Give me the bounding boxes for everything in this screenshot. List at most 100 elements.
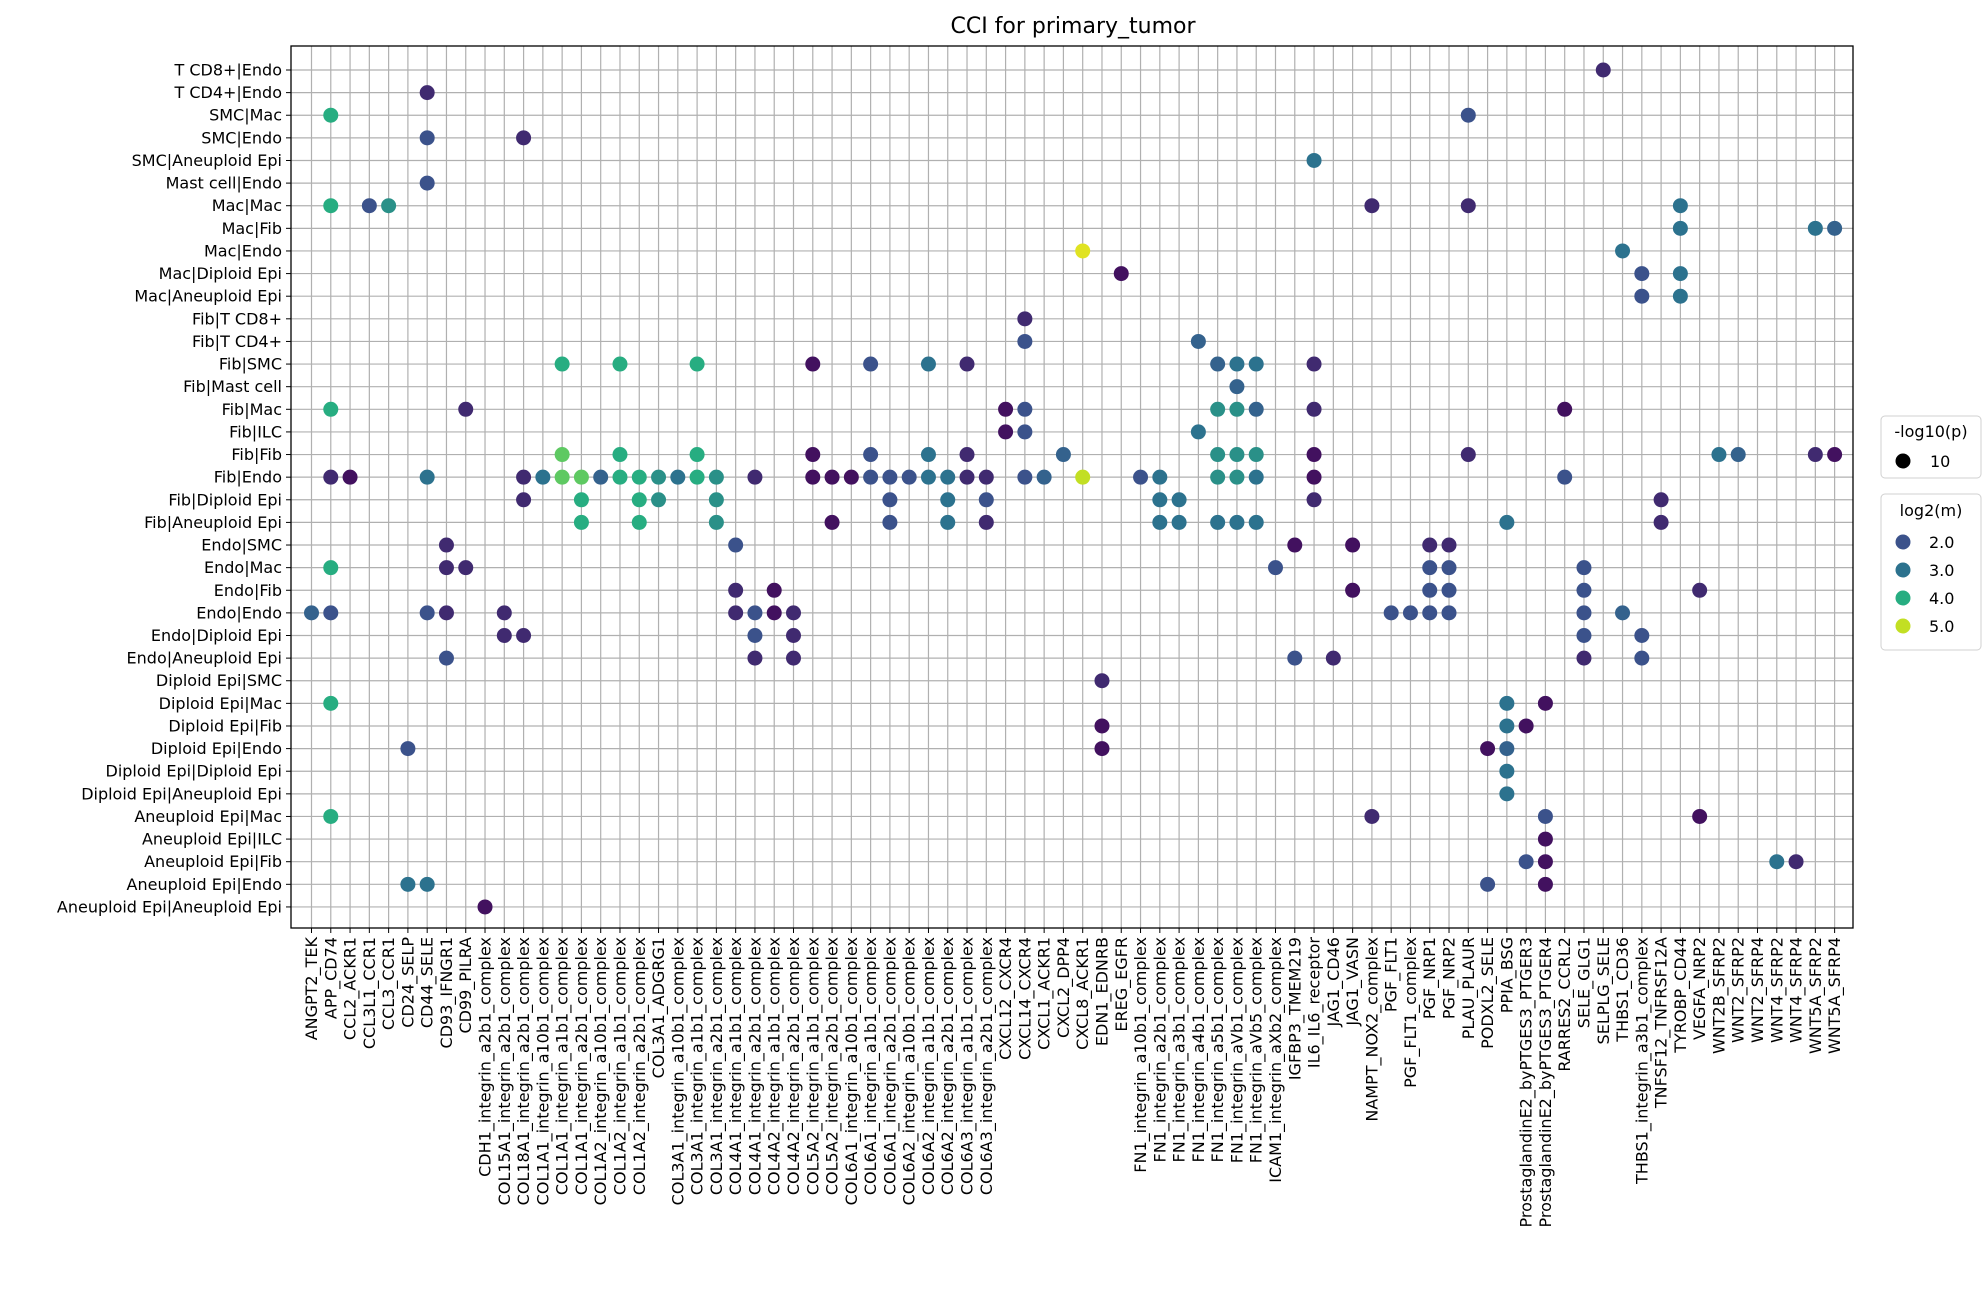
x-tick-label: CXCL14_CXCR4 [1015,937,1035,1060]
data-point [1017,469,1033,485]
data-point [1017,401,1033,417]
y-tick-label: T CD4+|Endo [173,83,282,102]
data-point [1210,469,1226,485]
y-tick-label: T CD8+|Endo [173,61,282,80]
data-point [1152,469,1168,485]
x-tick-label: COL4A2_integrin_a2b1_complex [784,937,804,1195]
x-tick-label: COL1A1_integrin_a2b1_complex [572,937,592,1195]
y-tick-label: Mac|Endo [204,241,282,260]
x-tick-label: PGF_FLT1_complex [1401,937,1421,1088]
data-point [1499,695,1515,711]
data-point [1634,650,1650,666]
data-point [1807,447,1823,463]
data-point [805,469,821,485]
x-tick-label: ANGPT2_TEK [302,937,322,1041]
data-point [1480,876,1496,892]
y-tick-label: Fib|ILC [229,422,282,441]
data-point [863,469,879,485]
data-point [863,356,879,372]
data-point [1345,582,1361,598]
y-tick-label: Aneuploid Epi|Fib [144,852,282,871]
data-point [1827,220,1843,236]
data-point [1229,356,1245,372]
data-point [1287,650,1303,666]
data-point [1692,808,1708,824]
x-tick-label: WNT5A_SFRP4 [1825,937,1845,1054]
data-point [419,469,435,485]
data-point [998,401,1014,417]
x-tick-label: COL3A1_ADGRG1 [649,937,669,1078]
data-point [766,605,782,621]
data-point [323,808,339,824]
data-point [1422,605,1438,621]
data-point [901,469,917,485]
data-point [786,605,801,621]
y-axis: T CD8+|Endo T CD4+|Endo SMC|Mac SMC|Endo SMC… [57,61,291,916]
x-tick-label: IL6_IL6_receptor [1305,937,1325,1069]
data-point [651,492,667,508]
data-point [361,198,377,214]
data-point [1576,560,1592,576]
y-tick-label: Fib|Aneuploid Epi [144,513,282,532]
data-point [323,107,339,123]
y-tick-label: Endo|Endo [196,603,282,622]
y-tick-label: Endo|Fib [214,581,282,600]
data-point [882,514,898,530]
data-point [1537,854,1553,870]
data-point [516,130,532,146]
x-tick-label: CD99_PILRA [456,937,476,1034]
data-point [1325,650,1341,666]
data-point [1036,469,1052,485]
data-point [1345,537,1361,553]
x-tick-label: CCL2_ACKR1 [341,937,361,1040]
data-point [496,605,512,621]
data-point [323,560,339,576]
data-point [1537,876,1553,892]
y-tick-label: SMC|Endo [201,128,282,147]
data-point [304,605,319,621]
x-tick-label: FN1_integrin_a4b1_complex [1189,937,1209,1163]
data-point [1537,831,1553,847]
x-tick-label: CD44_SELE [418,937,438,1028]
data-point [1094,673,1110,689]
color-legend-label: 3.0 [1929,561,1954,580]
data-point [670,469,686,485]
data-point [1615,605,1631,621]
data-point [920,356,936,372]
data-point [400,876,416,892]
data-point [554,356,570,372]
data-point [419,876,435,892]
data-point [1672,288,1688,304]
x-tick-label: FN1_integrin_aVb1_complex [1227,937,1247,1163]
data-point [593,469,609,485]
y-tick-label: Fib|Mac [222,400,282,419]
x-tick-label: RARRES2_CCRL2 [1555,937,1575,1072]
data-point [1672,198,1688,214]
data-point [1518,718,1534,734]
x-tick-label: CD93_IFNGR1 [437,937,457,1048]
x-tick-label: NAMPT_NOX2_complex [1362,937,1382,1122]
data-point [1113,266,1129,282]
data-point [631,492,647,508]
color-legend-marker [1895,562,1911,578]
grid [291,46,1853,928]
x-tick-label: WNT2_SFRP4 [1748,937,1768,1043]
data-point [978,469,994,485]
color-legend-box [1880,493,1982,651]
data-point [1576,650,1592,666]
data-point [978,514,994,530]
x-tick-label: COL6A1_integrin_a10b1_complex [842,937,862,1205]
data-point [1229,401,1245,417]
data-point [477,899,493,915]
data-point [1152,492,1168,508]
data-point [1248,447,1264,463]
x-tick-label: WNT4_SFRP4 [1787,937,1807,1043]
data-point [1306,447,1322,463]
data-point [1634,266,1650,282]
color-legend-marker [1895,534,1911,550]
x-tick-label: CCL3L1_CCR1 [360,937,380,1049]
data-point [573,514,589,530]
x-tick-label: TNFSF12_TNFRSF12A [1652,937,1672,1109]
data-point [1769,854,1785,870]
